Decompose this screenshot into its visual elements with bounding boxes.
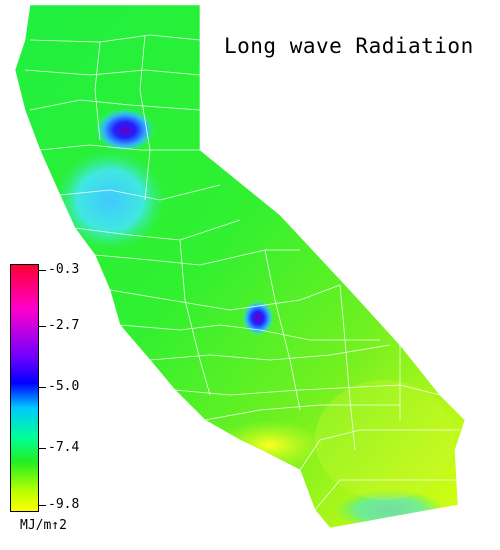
county-boundaries xyxy=(24,34,460,511)
legend-tick-label: -5.0 xyxy=(48,379,80,394)
legend-tick xyxy=(38,448,46,449)
legend-tick xyxy=(38,387,46,388)
radiation-field xyxy=(55,108,455,528)
legend-tick-label: -0.3 xyxy=(48,262,80,277)
legend-tick-label: -9.8 xyxy=(48,497,80,512)
legend-tick-label: -2.7 xyxy=(48,318,80,333)
legend-tick xyxy=(38,270,46,271)
legend-color-bar xyxy=(10,264,39,512)
state-outline xyxy=(14,4,466,529)
legend-tick xyxy=(38,326,46,327)
legend-tick-label: -7.4 xyxy=(48,440,80,455)
legend-unit: MJ/m↑2 xyxy=(20,518,67,533)
map-title: Long wave Radiation xyxy=(224,34,474,58)
legend-tick xyxy=(38,505,46,506)
